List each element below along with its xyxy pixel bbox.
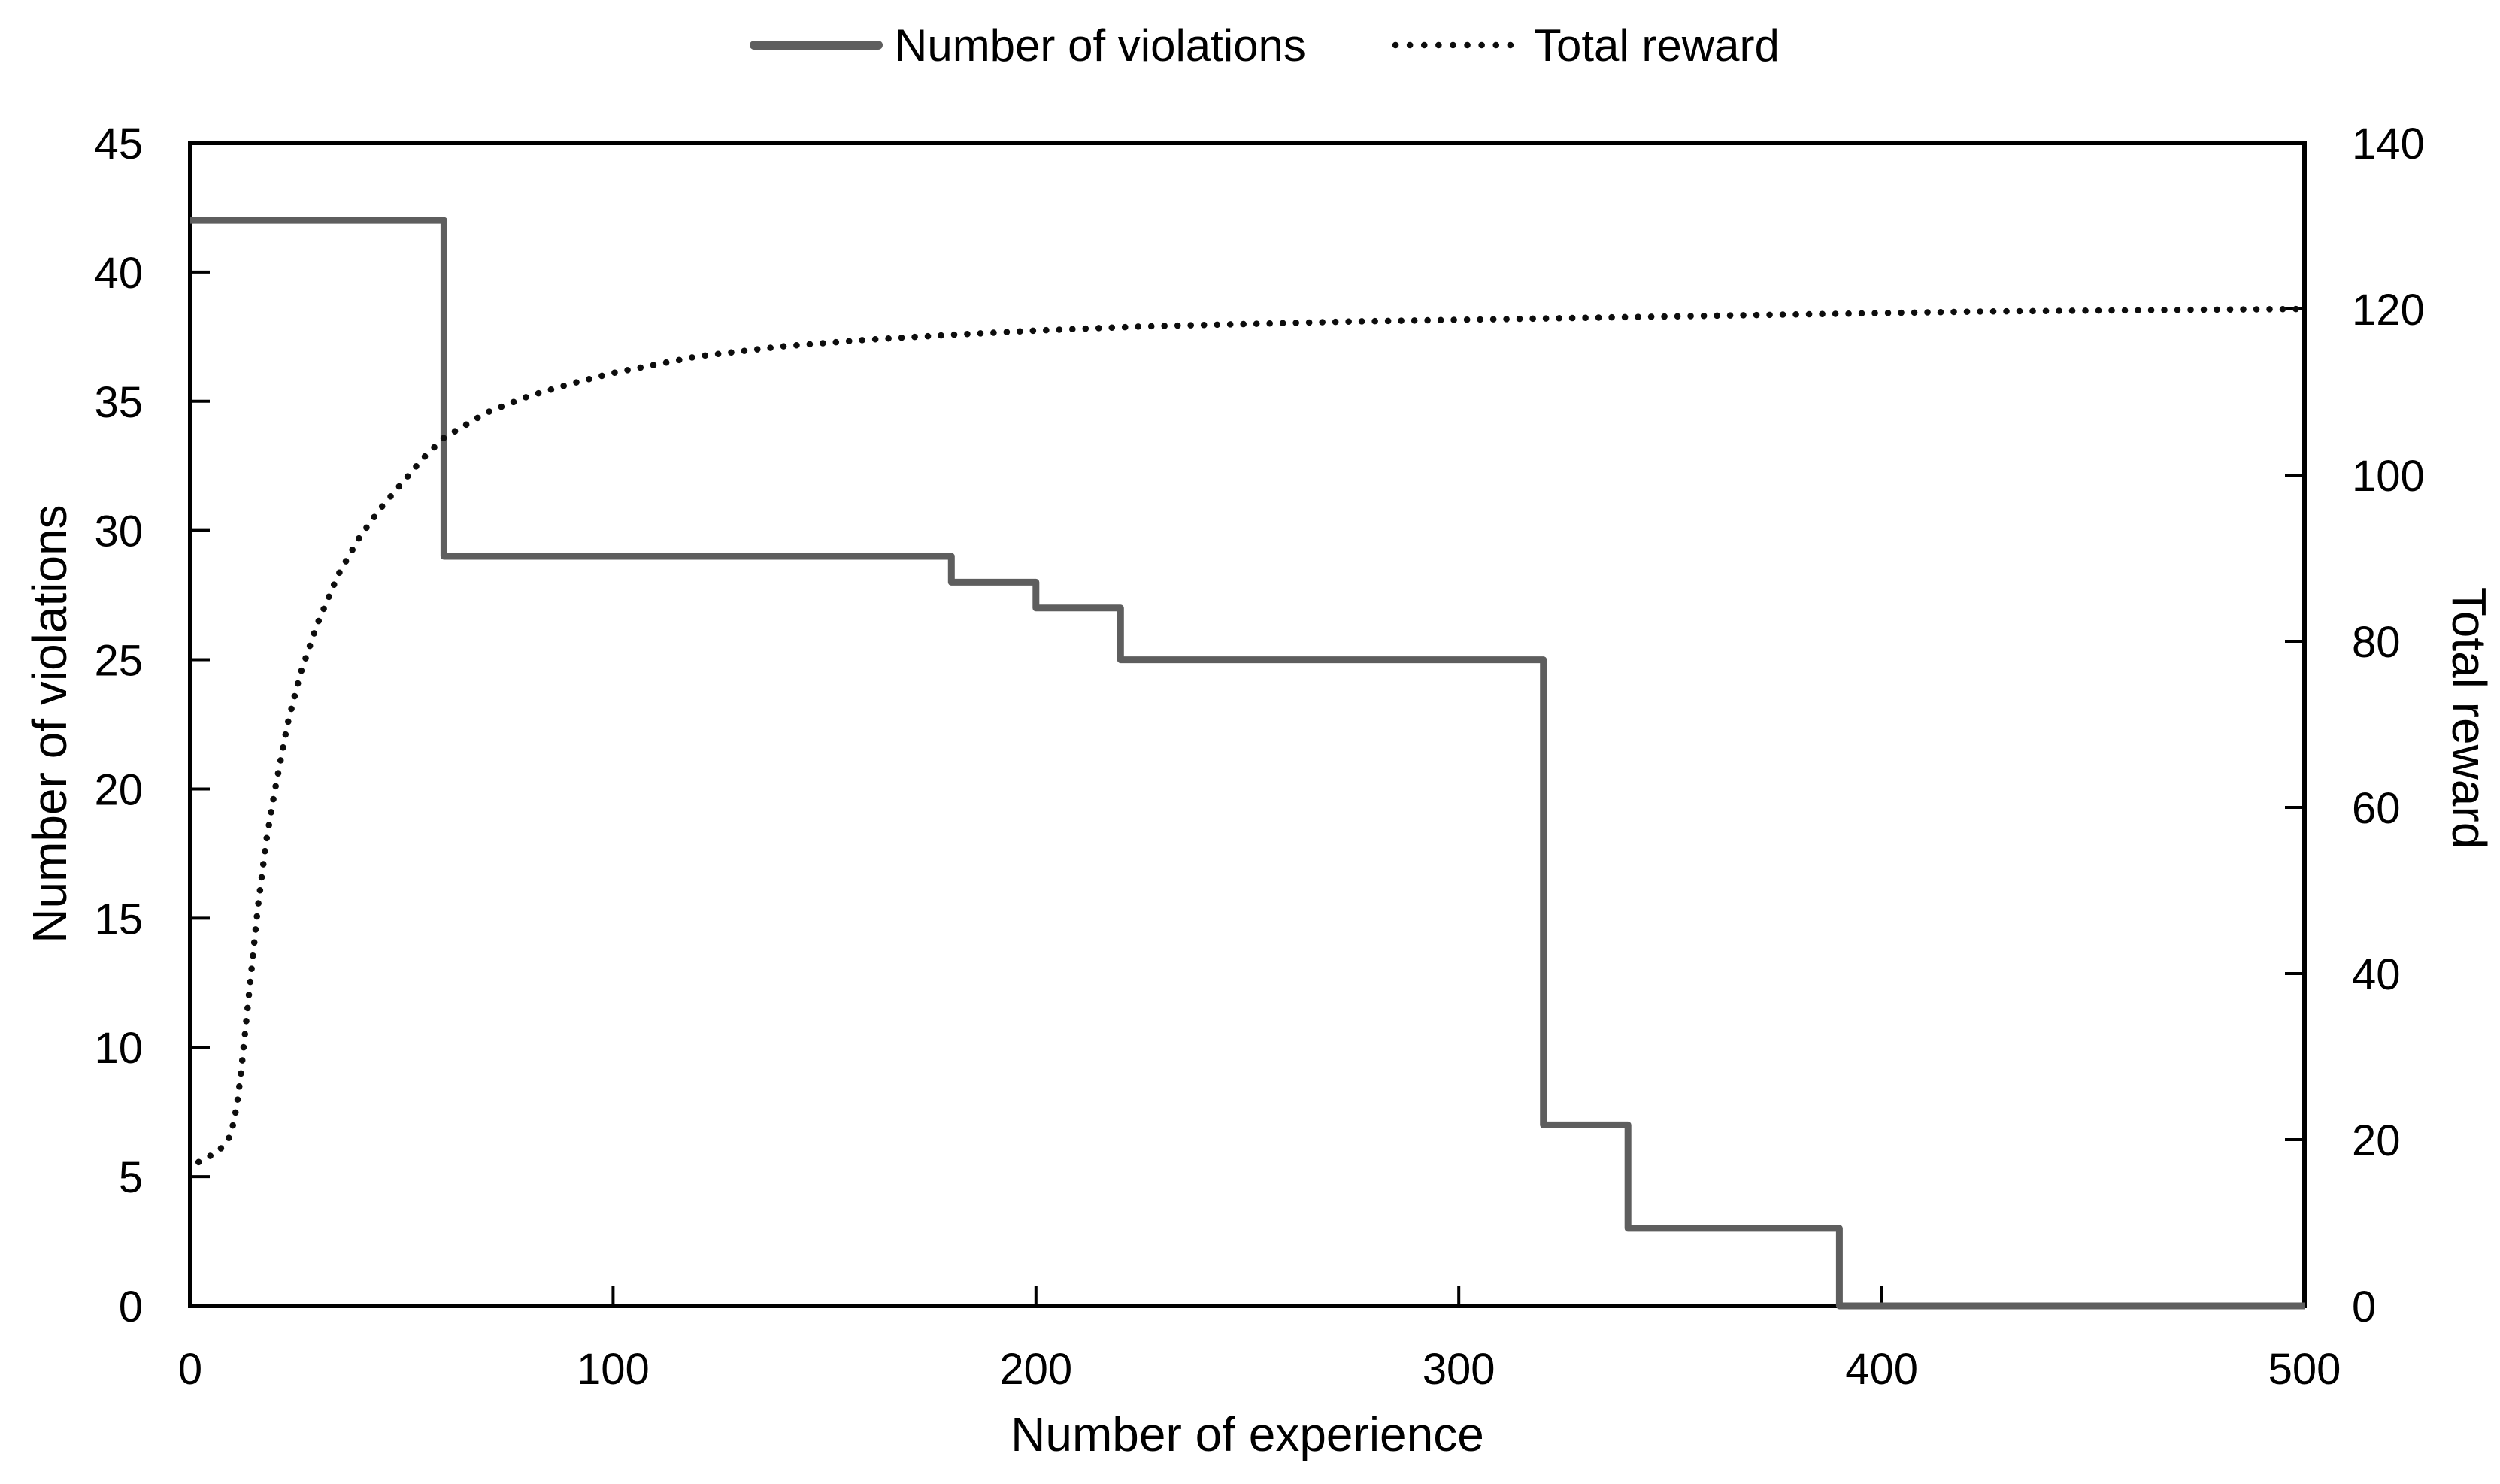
x-tick-label: 400 (1845, 1345, 1918, 1394)
legend-reward-label: Total reward (1534, 20, 1780, 71)
axis-tick-marks (190, 270, 2305, 1306)
y-right-tick-label: 60 (2352, 784, 2401, 833)
y-left-tick-label: 5 (119, 1153, 143, 1202)
y-left-axis-title: Number of violations (23, 504, 77, 943)
x-axis-title: Number of experience (1011, 1407, 1484, 1461)
y-left-tick-label: 45 (94, 120, 143, 168)
x-tick-label: 200 (999, 1345, 1072, 1394)
y-right-tick-label: 100 (2352, 452, 2425, 501)
y-left-tick-label: 10 (94, 1024, 143, 1073)
series-reward-line (195, 305, 2308, 1166)
x-tick-labels: 0 100 200 300 400 500 (178, 1345, 2341, 1394)
legend: Number of violations Total reward (750, 20, 1780, 71)
y-right-tick-label: 120 (2352, 286, 2425, 335)
y-right-tick-label: 40 (2352, 950, 2401, 999)
x-tick-label: 300 (1423, 1345, 1495, 1394)
x-tick-label: 100 (577, 1345, 650, 1394)
y-right-tick-label: 80 (2352, 618, 2401, 667)
legend-violations-label: Number of violations (895, 20, 1306, 71)
y-left-tick-label: 30 (94, 507, 143, 556)
x-tick-label: 0 (178, 1345, 202, 1394)
y-left-tick-label: 15 (94, 895, 143, 943)
x-tick-label: 500 (2268, 1345, 2341, 1394)
y-right-tick-label: 140 (2352, 120, 2425, 168)
y-right-axis-title: Total reward (2442, 587, 2496, 850)
y-left-tick-label: 20 (94, 765, 143, 814)
y-left-tick-label: 40 (94, 249, 143, 298)
y-left-tick-label: 25 (94, 637, 143, 686)
y-left-tick-labels: 0 5 10 15 20 25 30 35 40 45 (94, 120, 143, 1331)
series-violations-line (190, 217, 2305, 1310)
y-right-tick-label: 0 (2352, 1283, 2376, 1331)
y-right-tick-label: 20 (2352, 1116, 2401, 1165)
y-left-tick-label: 0 (119, 1283, 143, 1331)
y-left-tick-label: 35 (94, 378, 143, 427)
y-right-tick-labels: 0 20 40 60 80 100 120 140 (2352, 120, 2425, 1331)
plot-area-border (188, 141, 2307, 1308)
